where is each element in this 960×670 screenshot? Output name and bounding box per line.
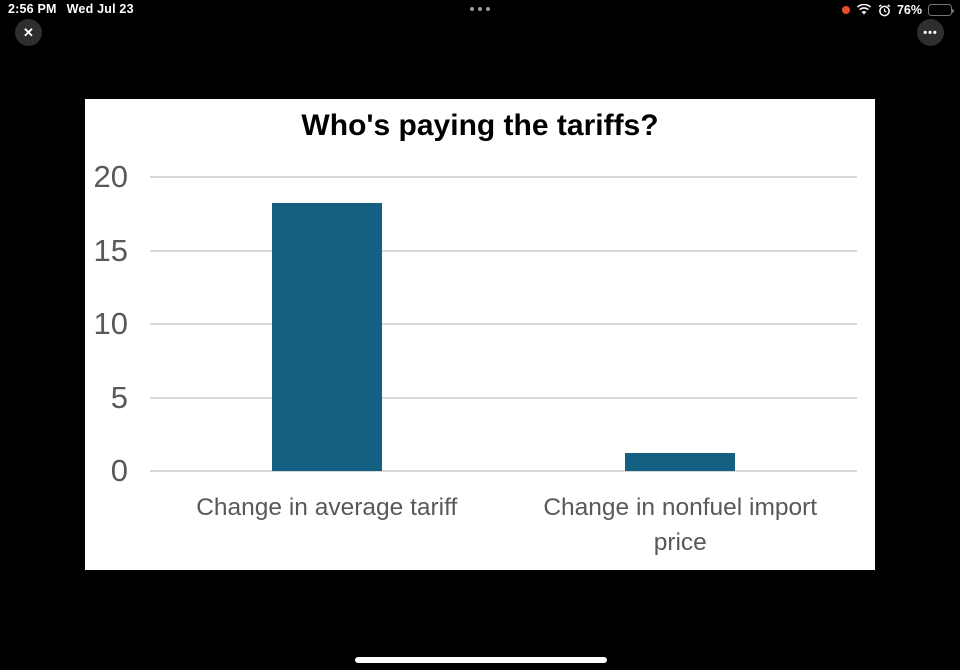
status-date: Wed Jul 23 — [66, 2, 134, 16]
close-button[interactable]: ✕ — [15, 19, 42, 46]
chart-image[interactable]: Who's paying the tariffs? 0 5 10 15 20 Change… — [85, 99, 875, 570]
more-options-button[interactable]: ••• — [917, 19, 944, 46]
multitasking-dot-icon — [470, 7, 474, 11]
battery-percent: 76% — [896, 3, 922, 17]
multitasking-handle[interactable] — [0, 7, 960, 11]
status-right: 76% — [841, 2, 954, 18]
multitasking-dot-icon — [486, 7, 490, 11]
alarm-icon — [878, 3, 891, 16]
gridline — [150, 323, 857, 325]
y-axis-tick-label: 10 — [93, 306, 128, 341]
status-time: 2:56 PM — [8, 2, 57, 16]
y-axis-tick-label: 15 — [93, 232, 128, 268]
gridline — [150, 396, 857, 399]
gridline — [150, 176, 857, 178]
y-axis-tick-label: 5 — [110, 379, 128, 415]
status-bar: 2:56 PM Wed Jul 23 76% — [0, 0, 960, 20]
wifi-icon — [856, 4, 872, 15]
multitasking-dot-icon — [478, 7, 482, 11]
gridline — [150, 470, 857, 472]
recording-indicator-icon[interactable] — [841, 6, 850, 14]
bar-1 — [271, 203, 382, 471]
chart-title: Who's paying the tariffs? — [301, 109, 659, 142]
battery-icon — [928, 4, 954, 16]
y-axis-tick-label: 0 — [110, 453, 128, 488]
status-left: 2:56 PM Wed Jul 23 — [8, 2, 134, 16]
x-axis-category-label: Change in nonfuel import price — [543, 494, 818, 556]
bar-2 — [625, 453, 736, 471]
gridline — [150, 249, 857, 252]
y-axis-tick-label: 20 — [93, 159, 128, 194]
x-axis-category-label: Change in average tariff — [196, 494, 458, 521]
battery-nub — [952, 8, 954, 13]
home-indicator[interactable] — [355, 657, 607, 663]
